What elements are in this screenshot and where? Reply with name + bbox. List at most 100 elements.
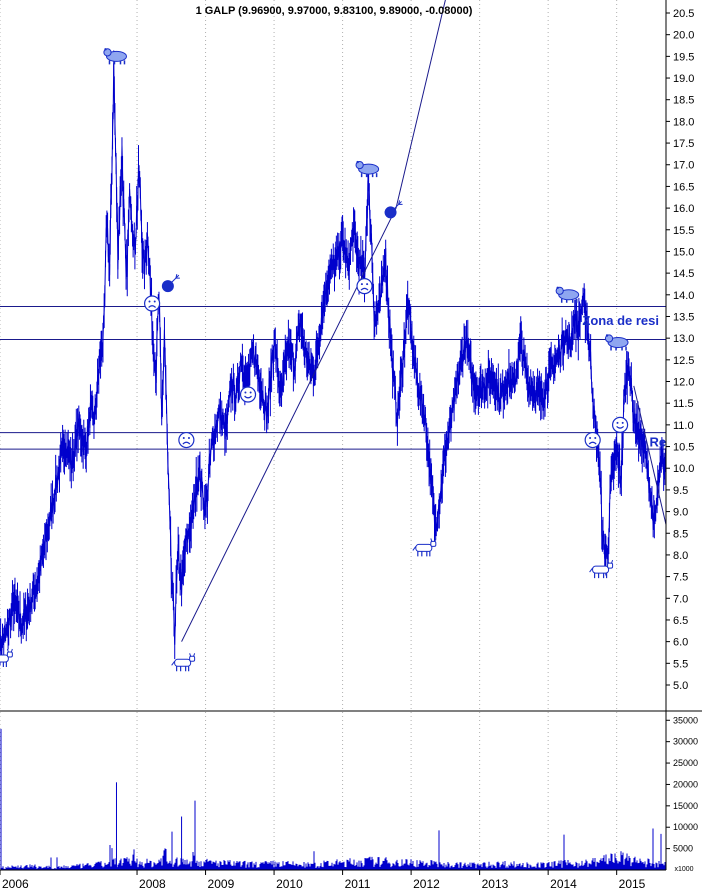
bull-head	[6, 651, 13, 658]
y-tick-label: 12.0	[673, 377, 694, 389]
y-tick-label: 15.0	[673, 246, 694, 258]
eye	[594, 437, 597, 440]
bear-head	[355, 160, 364, 170]
eye	[366, 283, 369, 286]
y-tick-label: 6.0	[673, 637, 688, 649]
bear-body	[558, 289, 580, 301]
bull-icon	[589, 559, 614, 579]
price-line	[0, 63, 667, 658]
x-tick-label-2010: 2010	[276, 877, 303, 891]
x-tick-label-2014: 2014	[550, 877, 577, 891]
vol-tick-label: 15000	[673, 801, 698, 811]
bull-tail	[171, 661, 176, 666]
bear-legs	[108, 60, 126, 65]
y-tick-label: 5.5	[673, 658, 688, 670]
bomb-body	[384, 206, 397, 219]
markers-layer	[0, 48, 629, 672]
y-tick-label: 19.0	[673, 73, 694, 85]
downtrend-line	[633, 385, 667, 525]
bull-legs	[593, 573, 608, 579]
mouth	[148, 305, 157, 308]
y-tick-label: 18.5	[673, 95, 694, 107]
y-tick-label: 7.5	[673, 572, 688, 584]
y-tick-label: 13.5	[673, 311, 694, 323]
y-tick-label: 9.5	[673, 485, 688, 497]
y-tick-label: 20.0	[673, 30, 694, 42]
bear-ear	[605, 334, 609, 337]
y-tick-label: 12.5	[673, 355, 694, 367]
bear-icon	[355, 160, 380, 178]
mouth	[616, 425, 625, 429]
eye	[616, 421, 619, 424]
bear-icon	[103, 48, 127, 65]
bull-horns	[6, 648, 13, 653]
bear-icon	[604, 334, 629, 351]
bull-legs	[176, 666, 190, 672]
mouth	[588, 441, 597, 445]
eye	[589, 437, 592, 440]
bear-body	[607, 336, 629, 348]
bear-legs	[360, 173, 378, 178]
sad-icon	[144, 295, 161, 312]
horizontal-lines-layer	[0, 306, 666, 450]
bull-head	[189, 655, 196, 662]
price-layer	[0, 50, 667, 666]
bear-ear	[104, 48, 107, 51]
bomb-icon	[384, 200, 403, 219]
y-tick-label: 5.0	[673, 680, 688, 692]
y-tick-label: 7.0	[673, 593, 688, 605]
sad-icon	[356, 278, 373, 295]
volume-scale-note: x1000	[674, 866, 693, 873]
eye	[148, 300, 151, 303]
bull-horns	[189, 653, 196, 657]
bomb-icon	[161, 274, 180, 293]
uptrend-line	[181, 0, 446, 642]
y-tick-label: 17.5	[673, 138, 694, 150]
bull-horns	[607, 559, 614, 564]
happy-icon	[239, 386, 257, 403]
face-outline	[356, 278, 373, 295]
chart-title: 1 GALP (9.96900, 9.97000, 9.83100, 9.890…	[196, 5, 473, 17]
x-tick-label-2008: 2008	[139, 877, 166, 891]
bear-icon	[555, 286, 580, 303]
x-tick-label-2011: 2011	[345, 877, 371, 891]
eye	[153, 300, 156, 303]
eye	[621, 421, 624, 424]
y-tick-label: 6.5	[673, 615, 688, 627]
y-tick-label: 15.5	[673, 225, 694, 237]
bull-head	[430, 540, 437, 547]
x-tick-label-2012: 2012	[413, 877, 440, 891]
trendline-layer	[181, 0, 667, 642]
bull-body	[174, 658, 192, 667]
bomb-fuse	[394, 200, 403, 209]
bomb-body	[161, 280, 174, 293]
y-tick-label: 9.0	[673, 507, 688, 519]
vol-tick-label: 25000	[673, 758, 698, 768]
bear-head	[103, 48, 112, 57]
bear-ear	[356, 160, 359, 164]
vol-tick-label: 30000	[673, 737, 698, 747]
face-outline	[239, 386, 257, 403]
y-tick-label: 16.5	[673, 181, 694, 193]
face-outline	[144, 295, 161, 312]
y-tick-label: 18.0	[673, 116, 694, 128]
vol-tick-label: 5000	[673, 844, 693, 854]
y-tick-label: 11.5	[673, 398, 694, 410]
x-tick-label-2015: 2015	[619, 877, 646, 891]
bull-icon	[0, 648, 13, 667]
bull-body	[592, 565, 610, 574]
annotation-re: Re	[650, 435, 667, 450]
y-tick-label: 16.0	[673, 203, 694, 215]
x-tick-label-2006: 2006	[2, 877, 29, 891]
bull-tail	[412, 546, 417, 551]
bear-head	[555, 286, 564, 295]
bull-horns	[430, 538, 437, 542]
eye	[249, 391, 252, 394]
eye	[182, 437, 185, 440]
vol-tick-label: 20000	[673, 779, 698, 789]
y-tick-label: 8.0	[673, 550, 688, 562]
bull-body	[415, 543, 433, 552]
